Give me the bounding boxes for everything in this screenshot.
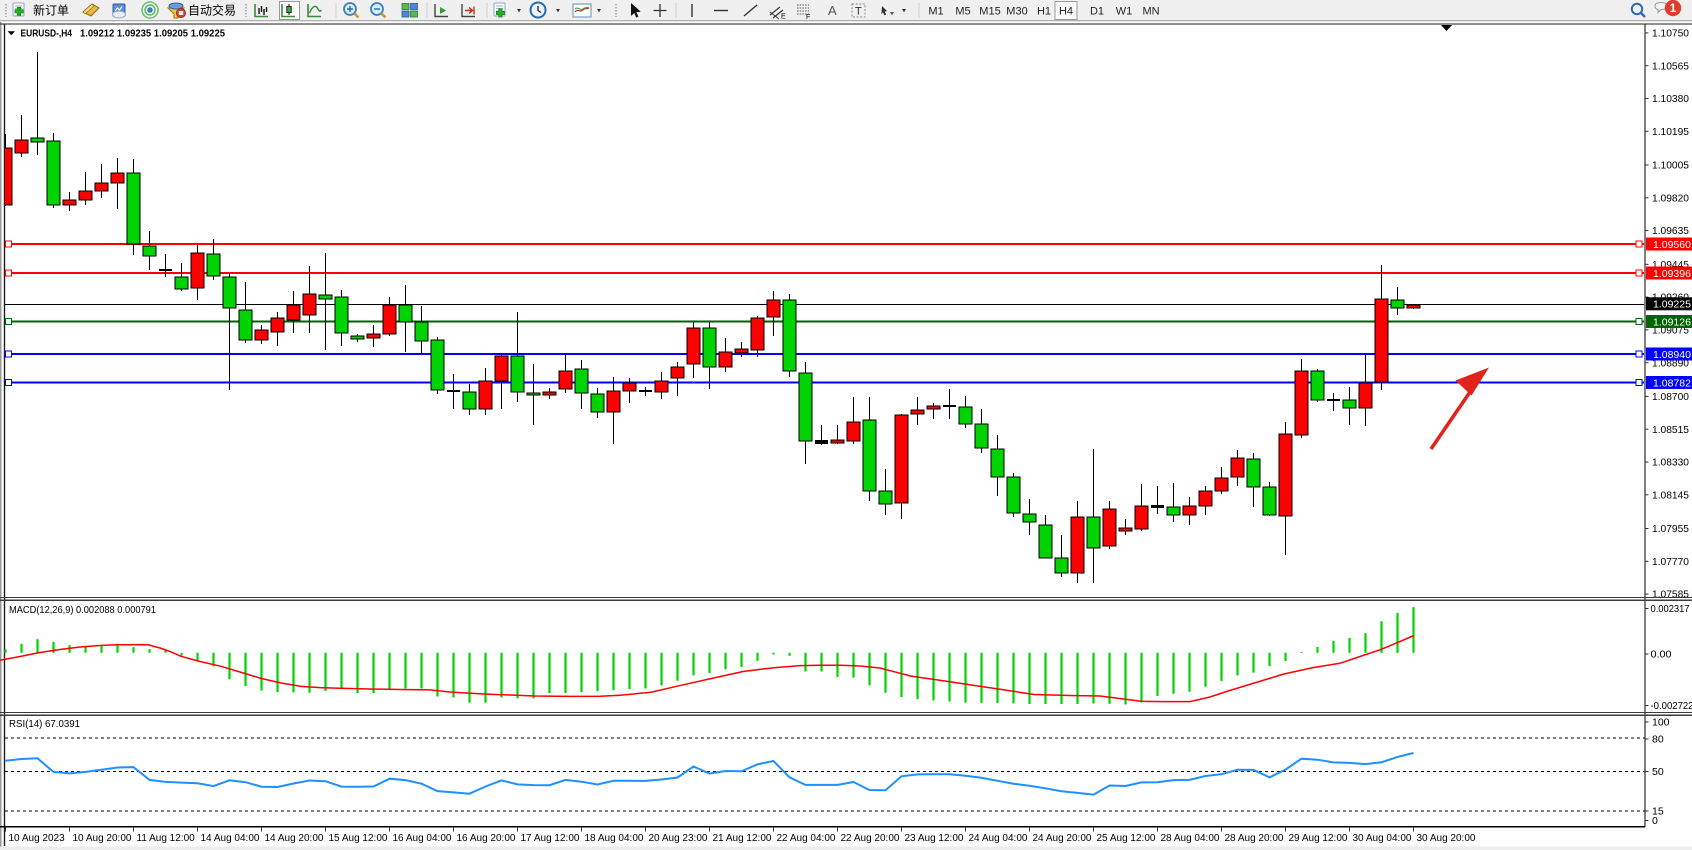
- svg-text:1.07585: 1.07585: [1652, 589, 1689, 601]
- svg-text:22 Aug 20:00: 22 Aug 20:00: [841, 833, 900, 844]
- svg-text:1.09212 1.09235 1.09205 1.0922: 1.09212 1.09235 1.09205 1.09225: [80, 29, 225, 40]
- svg-text:21 Aug 12:00: 21 Aug 12:00: [713, 833, 772, 844]
- svg-text:1.10750: 1.10750: [1652, 28, 1689, 40]
- svg-text:17 Aug 12:00: 17 Aug 12:00: [521, 833, 580, 844]
- svg-text:1.08330: 1.08330: [1652, 457, 1689, 469]
- svg-text:24 Aug 20:00: 24 Aug 20:00: [1033, 833, 1092, 844]
- svg-text:E: E: [781, 14, 786, 21]
- svg-text:20 Aug 23:00: 20 Aug 23:00: [649, 833, 708, 844]
- svg-text:W1: W1: [1116, 6, 1133, 18]
- svg-text:25 Aug 12:00: 25 Aug 12:00: [1097, 833, 1156, 844]
- svg-text:1: 1: [1670, 1, 1677, 15]
- svg-text:10 Aug 2023: 10 Aug 2023: [9, 833, 66, 844]
- svg-text:自动交易: 自动交易: [188, 3, 236, 18]
- svg-text:1.08145: 1.08145: [1652, 489, 1689, 501]
- svg-text:10 Aug 20:00: 10 Aug 20:00: [73, 833, 132, 844]
- svg-text:EURUSD-,H4: EURUSD-,H4: [21, 29, 73, 40]
- svg-text:1.09820: 1.09820: [1652, 192, 1689, 204]
- svg-text:A: A: [828, 3, 837, 18]
- svg-text:1.08782: 1.08782: [1653, 377, 1691, 389]
- svg-text:28 Aug 20:00: 28 Aug 20:00: [1225, 833, 1284, 844]
- svg-text:MN: MN: [1142, 6, 1159, 18]
- svg-text:18 Aug 04:00: 18 Aug 04:00: [585, 833, 644, 844]
- svg-text:30 Aug 20:00: 30 Aug 20:00: [1417, 833, 1476, 844]
- svg-text:16 Aug 20:00: 16 Aug 20:00: [457, 833, 516, 844]
- svg-text:1.08940: 1.08940: [1653, 349, 1691, 361]
- svg-text:80: 80: [1652, 734, 1664, 746]
- svg-text:新订单: 新订单: [33, 3, 69, 18]
- svg-text:0.00: 0.00: [1651, 649, 1672, 661]
- svg-text:1.09126: 1.09126: [1653, 316, 1691, 328]
- svg-text:29 Aug 12:00: 29 Aug 12:00: [1289, 833, 1348, 844]
- svg-text:1.10565: 1.10565: [1652, 60, 1689, 72]
- svg-text:F: F: [806, 14, 810, 21]
- svg-text:15 Aug 12:00: 15 Aug 12:00: [329, 833, 388, 844]
- svg-text:28 Aug 04:00: 28 Aug 04:00: [1161, 833, 1220, 844]
- svg-text:T: T: [855, 6, 862, 18]
- svg-text:0.002317: 0.002317: [1651, 603, 1690, 615]
- svg-text:D1: D1: [1090, 6, 1104, 18]
- svg-text:H4: H4: [1059, 6, 1073, 18]
- svg-text:1.09396: 1.09396: [1653, 268, 1691, 280]
- svg-text:1.07770: 1.07770: [1652, 556, 1689, 568]
- svg-text:1.08700: 1.08700: [1652, 391, 1689, 403]
- svg-text:14 Aug 20:00: 14 Aug 20:00: [265, 833, 324, 844]
- svg-text:100: 100: [1652, 717, 1670, 729]
- svg-text:1.10380: 1.10380: [1652, 93, 1689, 105]
- svg-text:1.08515: 1.08515: [1652, 424, 1689, 436]
- svg-text:M5: M5: [955, 6, 970, 18]
- svg-text:14 Aug 04:00: 14 Aug 04:00: [201, 833, 260, 844]
- svg-text:RSI(14) 67.0391: RSI(14) 67.0391: [9, 718, 80, 730]
- svg-text:1.10195: 1.10195: [1652, 126, 1689, 138]
- svg-text:22 Aug 04:00: 22 Aug 04:00: [777, 833, 836, 844]
- svg-text:1.09225: 1.09225: [1653, 299, 1691, 311]
- svg-text:30 Aug 04:00: 30 Aug 04:00: [1353, 833, 1412, 844]
- svg-text:1.10005: 1.10005: [1652, 160, 1689, 172]
- svg-text:1.09560: 1.09560: [1653, 239, 1691, 251]
- svg-text:15: 15: [1652, 806, 1664, 818]
- svg-text:50: 50: [1652, 766, 1664, 778]
- svg-text:M15: M15: [979, 6, 1000, 18]
- svg-text:M30: M30: [1006, 6, 1027, 18]
- svg-text:16 Aug 04:00: 16 Aug 04:00: [393, 833, 452, 844]
- svg-text:-0.002722: -0.002722: [1651, 700, 1692, 712]
- svg-text:23 Aug 12:00: 23 Aug 12:00: [905, 833, 964, 844]
- svg-text:11 Aug 12:00: 11 Aug 12:00: [137, 833, 196, 844]
- svg-text:MACD(12,26,9) 0.002088 0.00079: MACD(12,26,9) 0.002088 0.000791: [9, 604, 156, 616]
- svg-text:0: 0: [1652, 815, 1658, 827]
- svg-text:24 Aug 04:00: 24 Aug 04:00: [969, 833, 1028, 844]
- svg-text:1.07955: 1.07955: [1652, 523, 1689, 535]
- svg-text:1.09635: 1.09635: [1652, 225, 1689, 237]
- svg-text:H1: H1: [1037, 6, 1051, 18]
- svg-text:M1: M1: [928, 6, 943, 18]
